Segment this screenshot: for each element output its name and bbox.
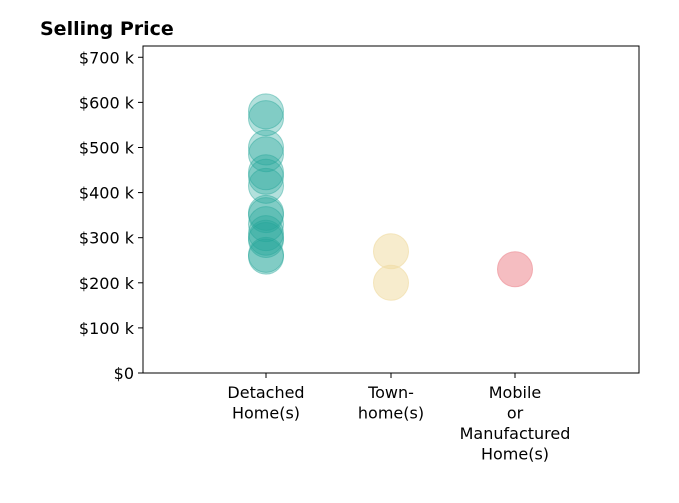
- data-point: [248, 236, 284, 273]
- y-tick-label: $200 k: [79, 274, 135, 293]
- data-point: [497, 251, 533, 288]
- data-point: [248, 93, 284, 130]
- data-point: [248, 194, 284, 231]
- data-point: [248, 219, 284, 256]
- x-tick-label: Home(s): [232, 404, 300, 423]
- data-point: [373, 264, 409, 301]
- y-tick-label: $100 k: [79, 319, 135, 338]
- data-point: [248, 197, 284, 234]
- data-point: [248, 158, 284, 195]
- x-tick-label: Detached: [227, 383, 304, 402]
- y-tick-label: $0: [114, 364, 134, 383]
- y-tick-label: $700 k: [79, 48, 135, 67]
- data-point: [248, 215, 284, 252]
- y-tick-label: $600 k: [79, 93, 135, 112]
- data-point: [248, 206, 284, 243]
- y-tick-label: $500 k: [79, 138, 135, 157]
- data-point: [248, 221, 284, 258]
- x-tick-label: Home(s): [481, 445, 549, 464]
- x-tick-label: or: [507, 404, 524, 423]
- x-tick-label: Manufactured: [460, 424, 571, 443]
- data-point: [248, 167, 284, 204]
- plot-frame: [142, 45, 640, 374]
- x-tick-label: home(s): [358, 404, 424, 423]
- data-point: [248, 154, 284, 191]
- data-point: [248, 136, 284, 173]
- y-axis: $0 $100 k $200 k $300 k $400 k $500 k $600 k $7…: [79, 48, 143, 383]
- data-point: [248, 100, 284, 137]
- x-tick-label: Mobile: [489, 383, 541, 402]
- data-point: [373, 233, 409, 270]
- y-tick-label: $400 k: [79, 184, 135, 203]
- y-tick-label: $300 k: [79, 229, 135, 248]
- x-axis: Detached Home(s) Town-home(s) Mobile orManuf…: [227, 373, 570, 464]
- data-point: [248, 129, 284, 166]
- chart-title: Selling Price: [40, 18, 174, 40]
- data-point: [248, 238, 284, 275]
- data-points: [248, 93, 533, 301]
- x-tick-label: Town-: [367, 383, 414, 402]
